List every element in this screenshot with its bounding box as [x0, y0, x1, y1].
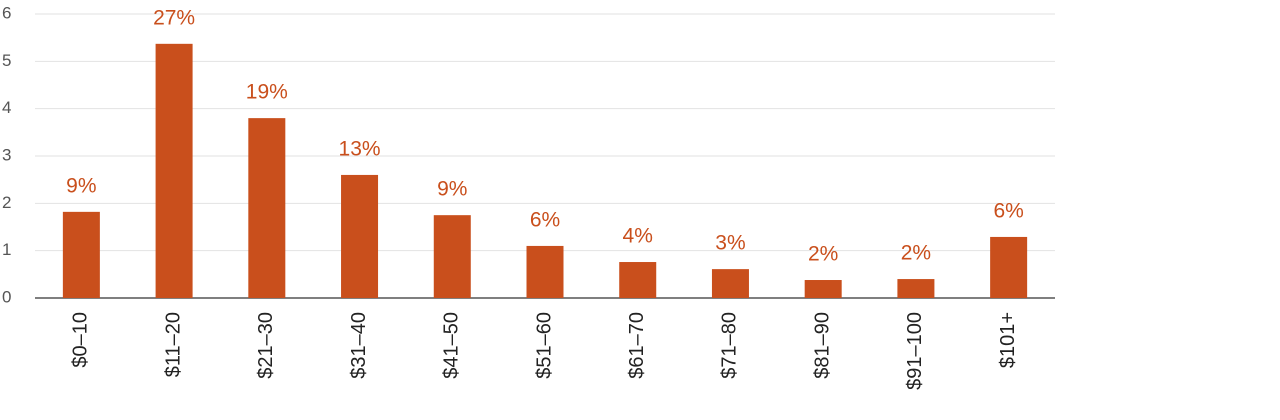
bar [990, 236, 1028, 298]
y-tick-label: 5 [2, 51, 11, 70]
x-tick-label: $21–30 [255, 312, 277, 379]
y-tick-label: 6 [2, 3, 11, 22]
x-tick-label: $71–80 [719, 312, 741, 379]
x-tick-label: $41–50 [441, 312, 463, 379]
value-label: 6% [530, 208, 560, 231]
bar [526, 245, 564, 298]
bar [341, 174, 379, 298]
bar [62, 211, 100, 298]
bar [155, 43, 193, 298]
y-tick-label: 4 [2, 98, 11, 117]
y-tick-label: 1 [2, 240, 11, 259]
x-tick-label: $81–90 [811, 312, 833, 379]
y-tick-label: 0 [2, 287, 11, 306]
y-tick-label: 2 [2, 193, 11, 212]
value-label: 3% [715, 232, 745, 255]
x-tick-label: $51–60 [533, 312, 555, 379]
x-tick-label: $11–20 [162, 312, 184, 377]
value-label: 27% [153, 6, 195, 29]
value-label: 9% [437, 178, 467, 201]
bar [897, 279, 935, 298]
value-label: 4% [623, 225, 653, 248]
x-tick-label: $91–100 [904, 312, 926, 390]
value-label: 2% [808, 243, 838, 266]
y-tick-label: 3 [2, 145, 11, 164]
x-tick-label: $31–40 [348, 312, 370, 379]
bar [804, 280, 842, 298]
value-label: 19% [246, 81, 288, 104]
bar [248, 118, 286, 298]
x-tick-label: $61–70 [626, 312, 648, 379]
x-tick-label: $101+ [997, 312, 1019, 368]
bar [619, 262, 657, 298]
value-label: 13% [339, 137, 381, 160]
value-label: 9% [66, 174, 96, 197]
value-label: 2% [901, 242, 931, 265]
value-label: 6% [993, 199, 1023, 222]
bar [433, 215, 471, 298]
bar [711, 269, 749, 298]
x-tick-label: $0–10 [70, 312, 92, 368]
